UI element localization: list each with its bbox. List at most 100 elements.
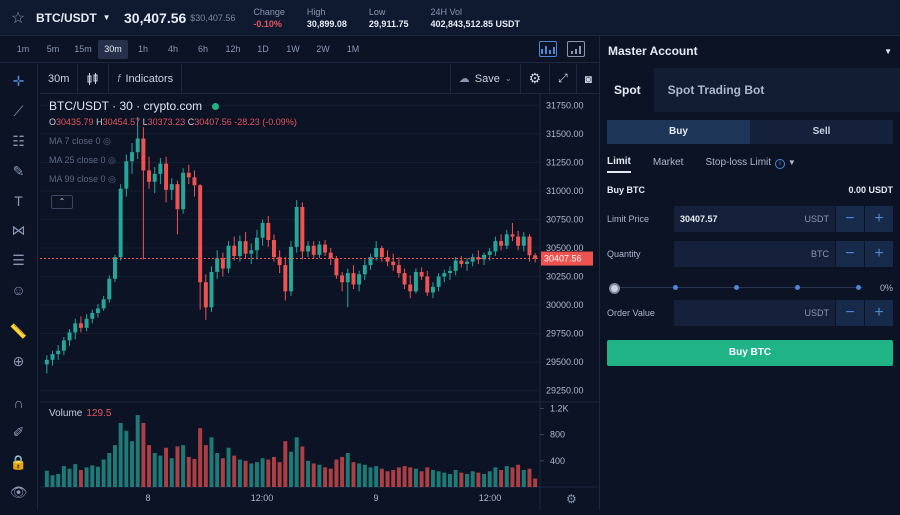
order-value-row: Order Value USDT − + — [607, 300, 893, 326]
collapse-legend-icon[interactable]: ⌃ — [51, 195, 73, 209]
caret-down-icon: ▼ — [884, 46, 892, 56]
caret-down-icon: ▼ — [787, 157, 796, 167]
axis-settings-gear-icon[interactable]: ⚙ — [566, 492, 577, 506]
minus-icon[interactable]: − — [836, 300, 864, 326]
ruler-icon[interactable]: 📏 — [9, 323, 28, 340]
timeframe-1h[interactable]: 1h — [137, 43, 148, 54]
ma-7-legend[interactable]: MA 7 close 0 ◎ — [49, 136, 111, 146]
crosshair-icon[interactable]: ✛ — [12, 73, 25, 90]
stat-value: -0.10% — [253, 18, 282, 29]
timeframe-12h[interactable]: 12h — [225, 43, 241, 54]
volume-bar — [67, 468, 72, 487]
volume-tick-label: 800 — [550, 430, 565, 440]
interval-button[interactable]: 30m — [40, 63, 79, 94]
tab-spot[interactable]: Spot — [601, 68, 654, 112]
volume-bar — [482, 473, 487, 487]
candle-body — [73, 323, 78, 333]
candle-body — [107, 278, 112, 300]
minus-icon[interactable]: − — [836, 241, 864, 267]
candle-body — [254, 237, 259, 251]
magnet-icon[interactable]: ∩ — [13, 395, 24, 412]
account-selector[interactable]: Master Account ▼ — [601, 36, 900, 66]
pattern-icon[interactable]: ⋈ — [11, 221, 26, 238]
candle-body — [317, 244, 322, 255]
buy-btc-button[interactable]: Buy BTC — [607, 340, 893, 366]
save-button[interactable]: ☁ Save ⌄ — [449, 63, 520, 94]
forecast-icon[interactable]: ☰ — [12, 251, 25, 268]
buy-tab[interactable]: Buy — [607, 120, 750, 144]
tab-limit[interactable]: Limit — [607, 156, 631, 173]
order-value-input[interactable]: USDT — [674, 300, 835, 326]
candle-body — [413, 271, 418, 292]
volume-bar — [516, 464, 521, 487]
timeframe-30m[interactable]: 30m — [98, 39, 128, 59]
volume-bar — [379, 468, 384, 487]
trend-line-icon[interactable]: ⟋ — [13, 103, 24, 120]
timeframe-1M[interactable]: 1M — [346, 43, 360, 54]
candle-body — [169, 184, 174, 190]
depth-view-icon[interactable] — [567, 41, 585, 57]
settings-gear-icon[interactable]: ⚙ — [519, 63, 550, 94]
minus-icon[interactable]: − — [836, 206, 864, 232]
candle-type-icon[interactable] — [78, 63, 110, 94]
indicators-button[interactable]: f Indicators — [109, 63, 183, 94]
camera-icon[interactable]: ◙ — [575, 63, 600, 94]
plus-icon[interactable]: + — [865, 241, 893, 267]
sell-tab[interactable]: Sell — [750, 120, 893, 144]
text-icon[interactable]: T — [14, 192, 23, 209]
plus-icon[interactable]: + — [865, 300, 893, 326]
info-icon[interactable]: i — [775, 158, 786, 169]
fullscreen-icon[interactable]: ⤢ — [549, 63, 576, 94]
order-value-label: Order Value — [607, 308, 655, 318]
eye-icon[interactable]: 👁 — [9, 483, 28, 500]
candle-body — [209, 271, 214, 308]
pair-selector[interactable]: BTC/USDT ▼ — [36, 11, 118, 25]
plus-icon[interactable]: + — [865, 206, 893, 232]
candle-body — [175, 184, 180, 210]
timeframe-6h[interactable]: 6h — [197, 43, 208, 54]
ma-99-legend[interactable]: MA 99 close 0 ◎ — [49, 174, 116, 184]
slider-knob[interactable] — [609, 283, 620, 294]
brush-icon[interactable]: ✎ — [12, 162, 25, 179]
candle-body — [130, 152, 134, 162]
candle-body — [430, 286, 435, 293]
lock-icon[interactable]: 🔒 — [9, 453, 28, 470]
price-chart[interactable]: 31750.00 31500.00 31250.00 31000.00 30750.00… — [40, 94, 600, 510]
timeframe-4h[interactable]: 4h — [167, 43, 178, 54]
lock-draw-icon[interactable]: ✐ — [12, 424, 25, 441]
candlestick-chart[interactable]: 31750.00 31500.00 31250.00 31000.00 30750.00… — [40, 94, 600, 510]
volume-bar — [277, 462, 282, 487]
quantity-slider[interactable]: 0% — [609, 283, 893, 294]
timeframe-1W[interactable]: 1W — [286, 43, 300, 54]
volume-bar — [493, 467, 498, 487]
candle-body — [470, 257, 475, 262]
candle-body — [147, 170, 152, 182]
zoom-icon[interactable]: ⊕ — [12, 352, 25, 369]
tab-market[interactable]: Market — [652, 157, 684, 168]
volume-bar — [419, 471, 424, 487]
candle-body — [44, 359, 49, 365]
timeframe-1m[interactable]: 1m — [16, 43, 30, 54]
limit-price-input[interactable]: 30407.57 USDT — [674, 206, 835, 232]
star-icon[interactable]: ☆ — [10, 9, 26, 27]
timeframe-1D[interactable]: 1D — [257, 43, 269, 54]
tab-stop-loss-limit[interactable]: Stop-loss Limit i ▼ — [705, 156, 796, 169]
timeframe-2W[interactable]: 2W — [316, 43, 330, 54]
volume-bar — [345, 453, 350, 487]
quantity-input[interactable]: BTC — [674, 241, 835, 267]
stat-change: Change -0.10% — [253, 7, 285, 29]
quantity-row: Quantity BTC − + — [607, 241, 893, 267]
limit-price-row: Limit Price 30407.57 USDT − + — [607, 206, 893, 232]
timeframe-5m[interactable]: 5m — [46, 43, 60, 54]
limit-price-label: Limit Price — [607, 214, 650, 224]
save-label: Save — [474, 72, 500, 85]
eye-off-icon: ◎ — [108, 174, 116, 184]
tab-spot-trading-bot[interactable]: Spot Trading Bot — [653, 68, 779, 112]
stat-label: 24H Vol — [430, 6, 462, 17]
ma-25-legend[interactable]: MA 25 close 0 ◎ — [49, 155, 116, 165]
chart-view-icon[interactable] — [539, 41, 557, 57]
emoji-icon[interactable]: ☺ — [11, 281, 26, 298]
candle-body — [357, 274, 362, 285]
fib-icon[interactable]: ☷ — [12, 132, 25, 149]
timeframe-15m[interactable]: 15m — [74, 43, 92, 54]
